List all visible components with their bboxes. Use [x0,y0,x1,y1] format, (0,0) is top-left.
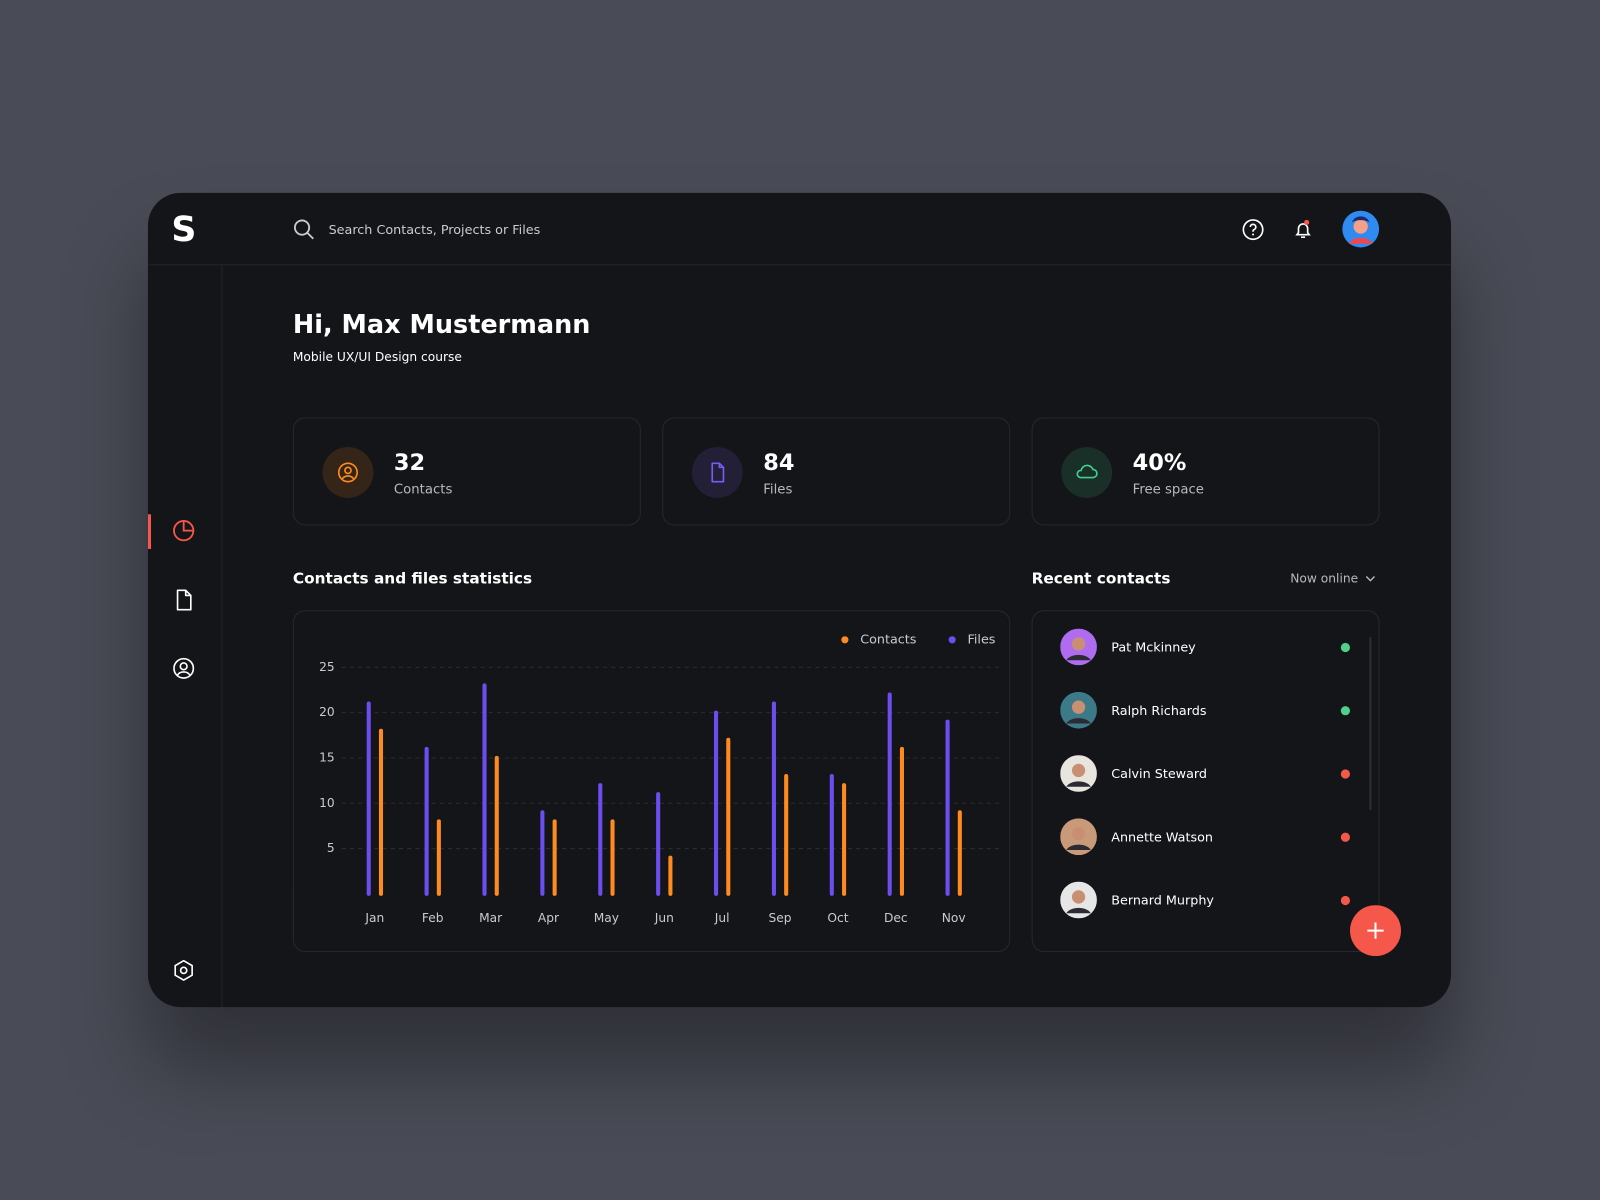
status-dot [1340,832,1350,842]
x-tick-label: Feb [422,911,444,925]
legend-marker [948,636,956,644]
x-tick-label: Oct [827,911,848,925]
stat-icon [691,446,743,498]
contact-avatar [1060,881,1097,919]
stat-label: Contacts [393,482,453,498]
stat-value: 40% [1132,450,1187,477]
search-icon[interactable] [293,218,315,240]
legend-label: Files [967,632,995,647]
help-icon[interactable] [1241,217,1265,241]
status-dot [1340,769,1350,779]
contact-name: Pat Mckinney [1111,639,1196,655]
stat-card: 84 Files [662,417,1011,526]
dashboard: S Search Contacts, Projects or Files Hi,… [147,192,1452,1008]
stat-icon [322,446,374,498]
contact-avatar [1060,628,1097,666]
recent-panel: Pat Mckinney Ralph Richards Calvin Steward… [1031,610,1380,953]
x-tick-label: Dec [884,911,908,925]
y-tick-label: 25 [319,660,335,674]
stat-label: Free space [1132,482,1204,498]
nav-settings[interactable] [171,958,195,982]
contact-avatar [1060,755,1097,792]
nav-contacts[interactable] [171,656,195,680]
greeting-title: Hi, Max Mustermann [292,309,591,340]
y-tick-label: 15 [319,750,335,764]
x-tick-label: Jan [364,911,384,925]
contact-name: Bernard Murphy [1111,892,1214,908]
status-dot [1340,895,1350,906]
y-tick-label: 20 [319,705,335,719]
stat-card: 32 Contacts [292,417,641,526]
x-tick-label: Jun [654,911,674,925]
chart-title: Contacts and files statistics [292,569,533,588]
sidebar-divider [221,264,223,1008]
status-dot [1340,642,1350,653]
add-button[interactable] [1349,905,1402,957]
legend-label: Contacts [860,632,917,647]
contact-name: Ralph Richards [1111,702,1207,718]
greeting-subtitle: Mobile UX/UI Design course [292,349,462,365]
notifications-icon[interactable] [1291,217,1315,241]
x-tick-label: Sep [769,911,792,925]
nav-files[interactable] [171,588,195,612]
y-tick-label: 10 [319,796,335,810]
x-tick-label: Nov [942,911,966,925]
contact-avatar [1060,818,1097,856]
legend-marker [841,636,849,644]
search-input[interactable]: Search Contacts, Projects or Files [328,221,541,238]
stat-card: 40% Free space [1031,417,1380,526]
logo[interactable]: S [171,209,197,250]
x-tick-label: Mar [479,911,503,925]
y-tick-label: 5 [327,841,335,855]
x-tick-label: May [594,911,619,925]
stat-value: 84 [763,450,795,477]
x-tick-label: Jul [714,911,730,925]
chart: 5 10 15 20 25 Contacts Files Jan Feb Mar Apr May Jun… [319,632,1004,925]
active-indicator [147,514,152,549]
filter-chevron[interactable] [1364,573,1376,583]
x-tick-label: Apr [538,911,560,925]
user-avatar[interactable] [1342,210,1380,248]
stat-label: Files [763,482,793,498]
stat-icon [1061,446,1113,498]
contact-name: Annette Watson [1111,829,1214,845]
contact-name: Calvin Steward [1111,765,1208,782]
recent-filter[interactable]: Now online [1290,571,1359,586]
scrollbar [1369,636,1372,811]
status-dot [1340,706,1350,716]
chart-panel: 5 10 15 20 25 Contacts Files Jan Feb Mar Apr May Jun… [292,610,1011,953]
header-divider [147,264,1452,266]
contact-avatar [1060,691,1097,729]
stat-value: 32 [393,450,426,477]
recent-title: Recent contacts [1031,569,1171,588]
nav-dashboard[interactable] [171,518,195,542]
